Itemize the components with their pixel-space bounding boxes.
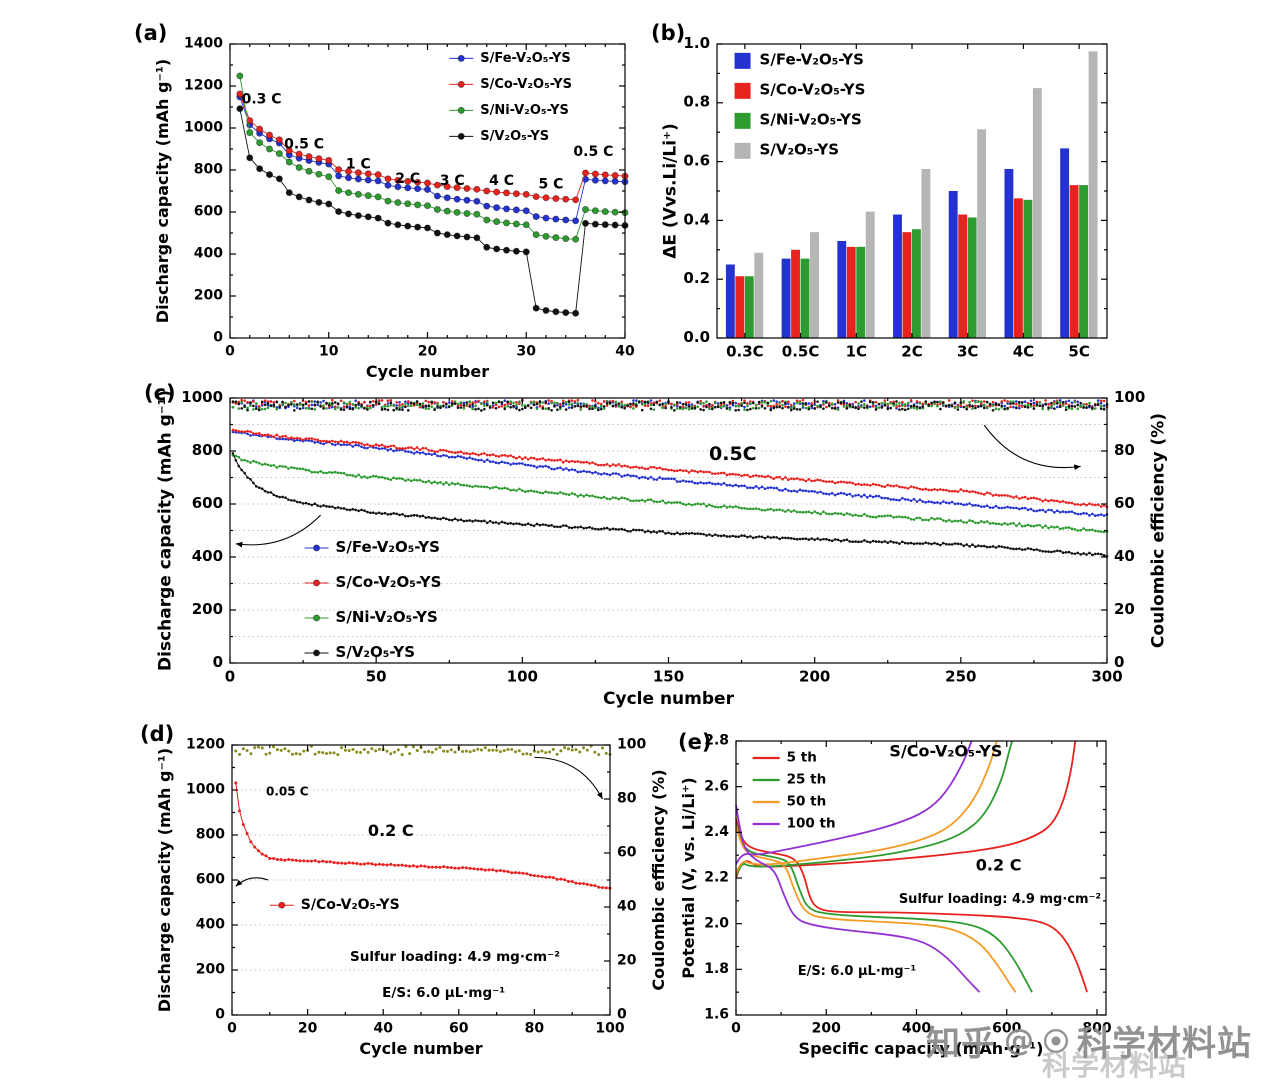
watermark: 知乎 @ 科学材料站 — [926, 1016, 1252, 1065]
watermark-brand-text: 知乎 — [926, 1024, 996, 1064]
panel-a-rate-capability-chart — [118, 4, 645, 390]
watermark-camera-logo-icon — [1043, 1028, 1069, 1053]
panel-d-high-loading-cycling-chart — [118, 715, 680, 1080]
panel-b-polarization-bar-chart — [645, 4, 1202, 390]
watermark-ghost-text: 科学材料站 — [1042, 1049, 1188, 1080]
watermark-at-separator: @ — [1004, 1023, 1035, 1058]
watermark-account-text: 科学材料站 — [1077, 1024, 1252, 1064]
panel-c-long-cycling-chart — [118, 382, 1210, 728]
panel-e-voltage-profile-chart — [660, 715, 1226, 1080]
